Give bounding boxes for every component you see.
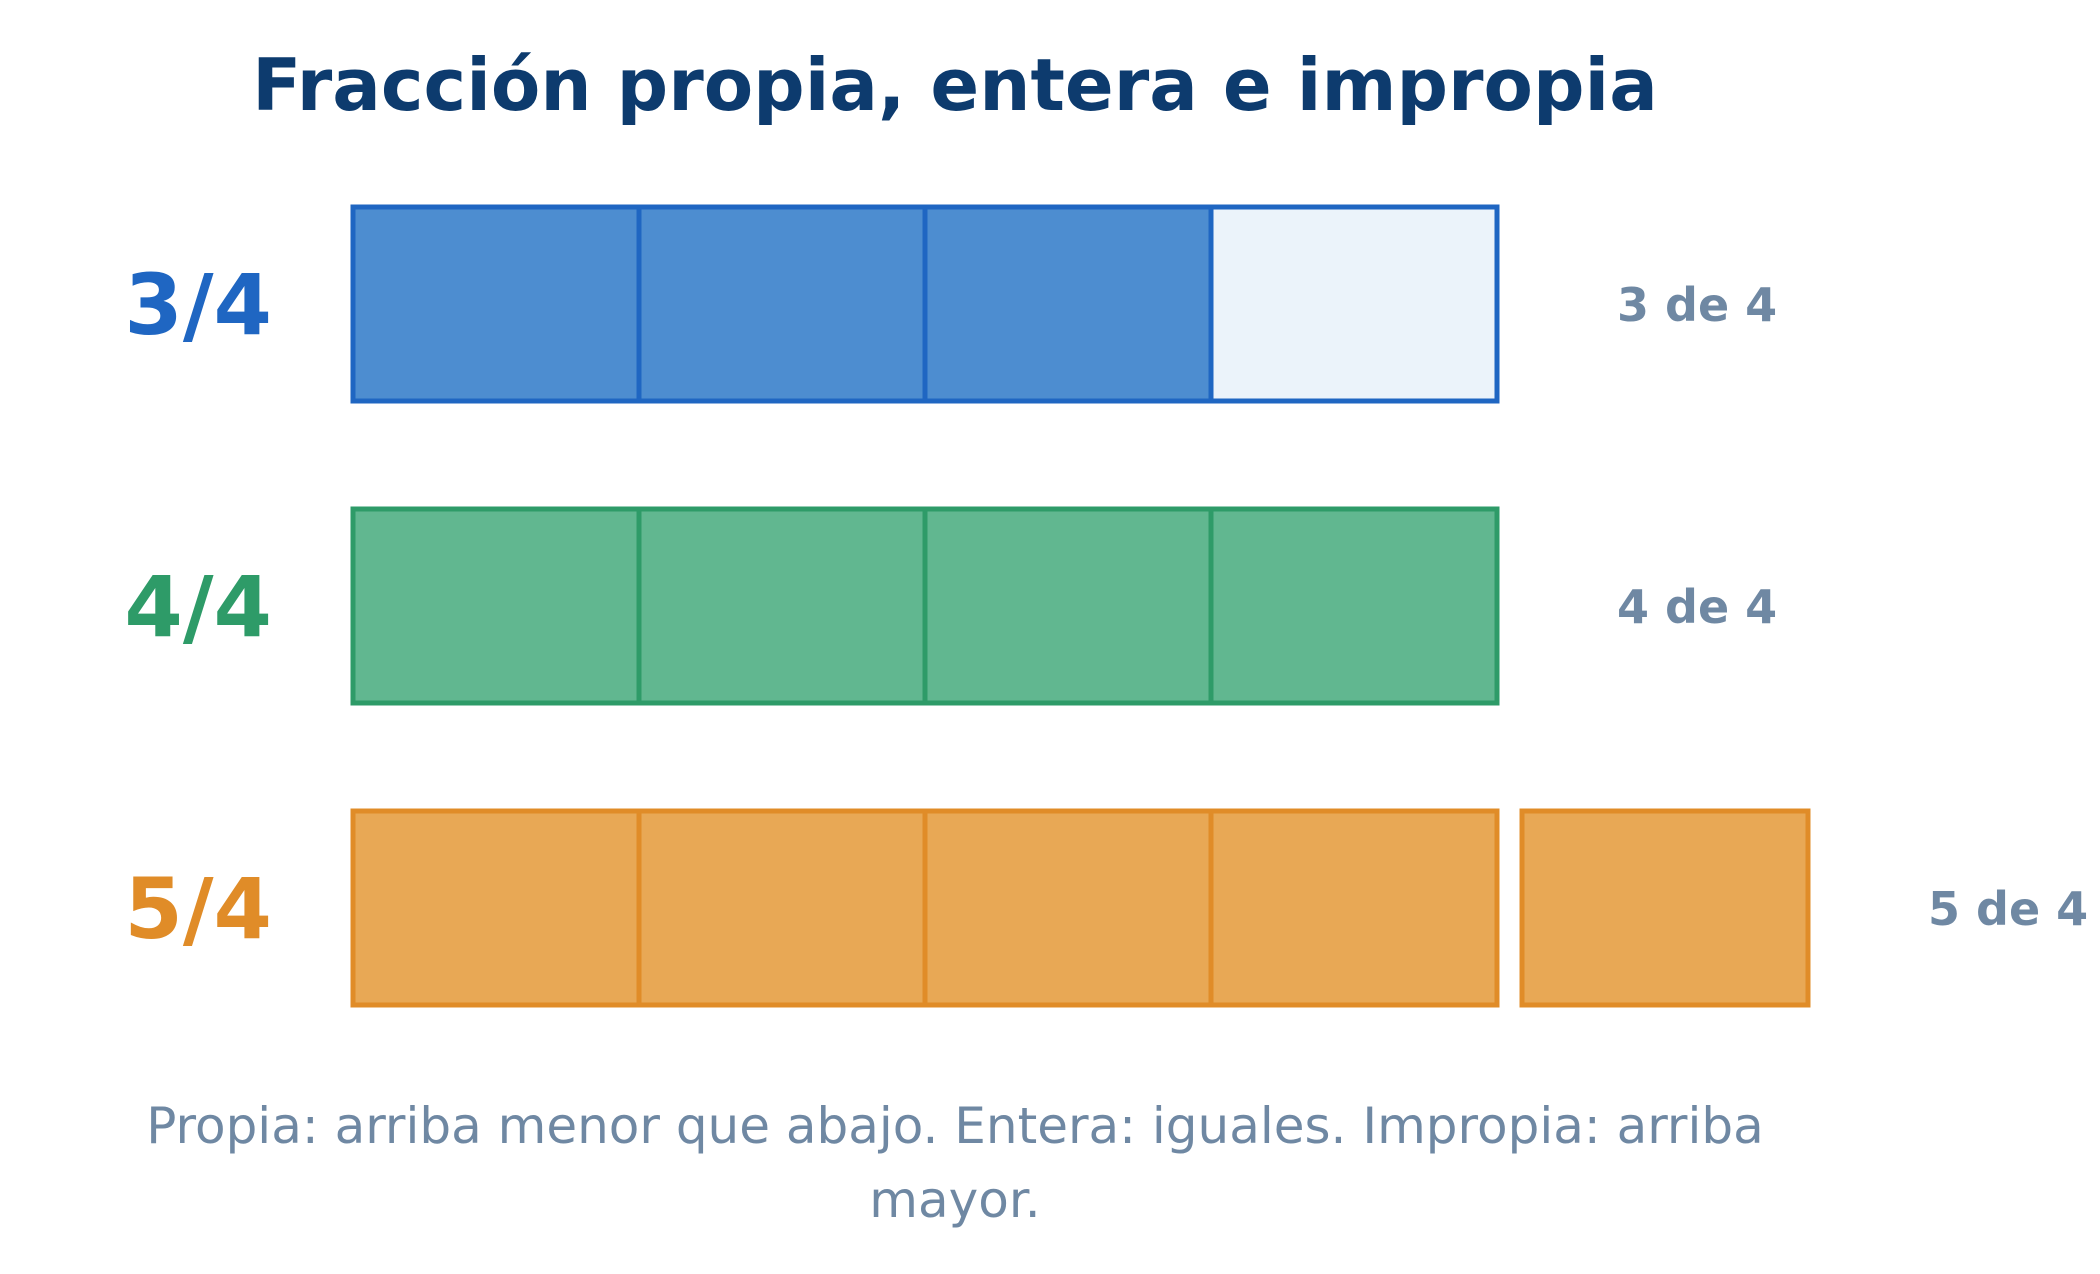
filled-part <box>350 204 642 404</box>
count-label: 4 de 4 <box>1617 580 1777 634</box>
extra-part <box>1519 808 1811 1008</box>
filled-part <box>350 506 642 706</box>
fraction-label: 5/4 <box>124 860 272 958</box>
empty-part <box>1208 204 1500 404</box>
filled-part <box>922 204 1214 404</box>
fraction-label: 3/4 <box>124 256 272 354</box>
filled-part <box>350 808 642 1008</box>
filled-part <box>922 808 1214 1008</box>
filled-part <box>1208 506 1500 706</box>
fraction-row-1: 3/4 3 de 4 <box>124 204 1777 404</box>
diagram-title: Fracción propia, entera e impropia <box>252 43 1658 127</box>
caption-line-2: mayor. <box>869 1171 1040 1229</box>
count-label: 3 de 4 <box>1617 278 1777 332</box>
filled-part <box>636 506 928 706</box>
filled-part <box>636 204 928 404</box>
filled-part <box>1208 808 1500 1008</box>
filled-part <box>922 506 1214 706</box>
fraction-rows: 3/4 3 de 4 4/4 4 de 4 5/4 5 de 4 <box>124 204 2088 1008</box>
filled-part <box>636 808 928 1008</box>
fraction-row-3: 5/4 5 de 4 <box>124 808 2088 1008</box>
caption-line-1: Propia: arriba menor que abajo. Entera: … <box>146 1097 1763 1155</box>
count-label: 5 de 4 <box>1928 882 2088 936</box>
fraction-row-2: 4/4 4 de 4 <box>124 506 1777 706</box>
fraction-label: 4/4 <box>124 558 272 656</box>
